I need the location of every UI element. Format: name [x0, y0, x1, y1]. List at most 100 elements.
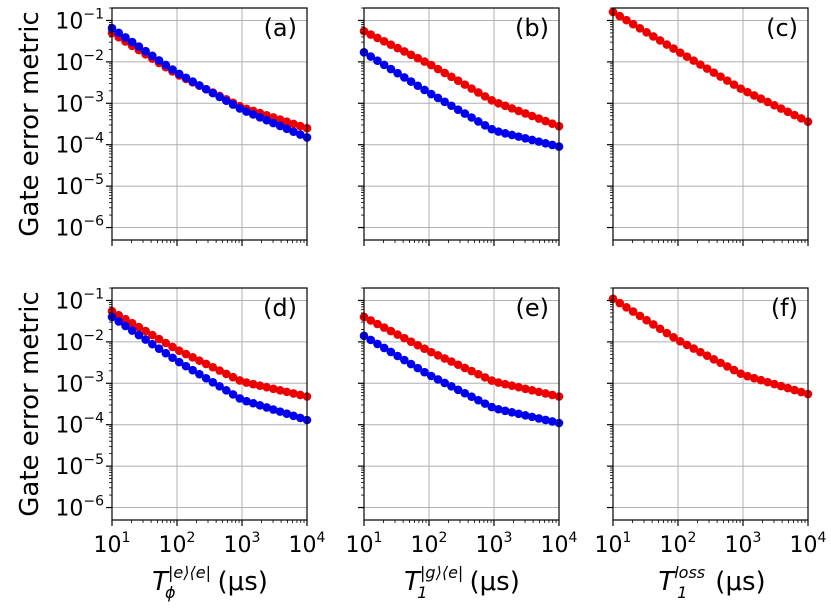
data-point [500, 128, 510, 138]
data-point [295, 121, 305, 131]
data-point [723, 76, 732, 85]
data-point [188, 353, 197, 362]
data-point [215, 92, 224, 102]
data-point [282, 124, 292, 134]
y-tick-label: 10−5 [55, 452, 104, 480]
data-point [669, 44, 678, 53]
data-point [181, 73, 191, 83]
data-point [796, 114, 806, 123]
x-axis-label-col3-sup: loss [674, 563, 705, 582]
data-point [547, 417, 557, 426]
data-point [393, 68, 402, 78]
data-point [635, 23, 645, 33]
panel-d: (d) 10−1 10−2 10−3 10−4 10−5 10−6 101 102 103 104 [55, 286, 325, 558]
data-point [269, 384, 278, 394]
data-point [541, 389, 550, 398]
data-point [440, 97, 449, 107]
data-point [161, 338, 171, 348]
data-point [282, 409, 292, 419]
data-point [121, 321, 130, 331]
data-point [709, 68, 719, 77]
data-point [420, 57, 429, 66]
data-point [174, 357, 184, 367]
data-point [514, 132, 523, 141]
data-point [373, 339, 382, 349]
data-point [514, 382, 523, 392]
data-point [749, 91, 759, 100]
data-point [783, 107, 793, 117]
x-axis-label-col1-unit: (μs) [218, 567, 268, 597]
data-point [127, 37, 137, 47]
data-point [420, 344, 429, 354]
data-point [709, 354, 719, 364]
data-point [729, 80, 739, 89]
x-axis-label-col3-unit: (μs) [715, 567, 765, 597]
data-point [736, 369, 746, 378]
plot-frame [111, 287, 308, 521]
data-point [426, 89, 436, 99]
data-point [756, 94, 766, 103]
data-point [642, 28, 651, 37]
data-point [168, 65, 177, 74]
data-point [615, 11, 625, 21]
data-point [460, 109, 470, 118]
x-axis-label-col1-base: T [152, 567, 170, 597]
data-point [386, 347, 396, 357]
data-point [269, 405, 278, 414]
x-tick-label: 101 [595, 530, 632, 558]
data-point [521, 411, 530, 420]
data-point [228, 372, 238, 382]
data-point [433, 375, 443, 384]
data-point [743, 371, 752, 381]
data-point [447, 101, 456, 111]
data-point [148, 51, 157, 61]
data-point [527, 412, 537, 422]
data-point [736, 84, 746, 93]
data-point [500, 101, 510, 111]
data-point [467, 392, 476, 402]
panel-a: (a) 10−1 10−2 10−3 10−4 10−5 10−6 [55, 6, 312, 246]
panel-label: (e) [516, 294, 550, 322]
data-point [622, 15, 631, 25]
data-point [393, 330, 402, 339]
data-point [723, 362, 732, 371]
data-point [228, 100, 238, 109]
data-point [480, 121, 490, 130]
data-point [114, 310, 124, 320]
data-point [393, 43, 402, 53]
panel-label: (a) [264, 14, 297, 42]
data-point [675, 48, 685, 57]
x-axis-label-col1: T|e⟩⟨e| ϕ (μs) [152, 563, 268, 602]
data-point [195, 356, 204, 365]
series-red [359, 312, 564, 401]
data-point [269, 118, 278, 128]
y-tick-label: 10−4 [55, 411, 104, 439]
x-tick-label: 103 [476, 530, 513, 558]
data-point [275, 121, 285, 131]
data-point [222, 96, 231, 106]
data-point [289, 389, 298, 398]
data-point [295, 413, 305, 423]
data-point [662, 40, 672, 49]
panel-b: (b) [358, 7, 564, 246]
data-point [776, 104, 786, 113]
plot-frame [363, 7, 560, 241]
data-point [527, 135, 537, 145]
data-point [289, 127, 298, 136]
data-point [696, 347, 705, 357]
data-point [386, 326, 396, 336]
data-point [649, 320, 658, 329]
data-point [379, 343, 389, 353]
data-point [474, 88, 483, 97]
x-tick-label: 104 [790, 530, 827, 558]
y-axis-label-bottom: Gate error metric [15, 291, 45, 516]
data-point [474, 117, 483, 126]
plot-frame [363, 287, 560, 521]
data-point [776, 381, 786, 391]
data-point [689, 344, 698, 353]
data-point [500, 379, 510, 389]
data-point [242, 396, 251, 406]
data-point [255, 113, 265, 122]
data-point [770, 100, 779, 110]
data-point [215, 382, 224, 391]
